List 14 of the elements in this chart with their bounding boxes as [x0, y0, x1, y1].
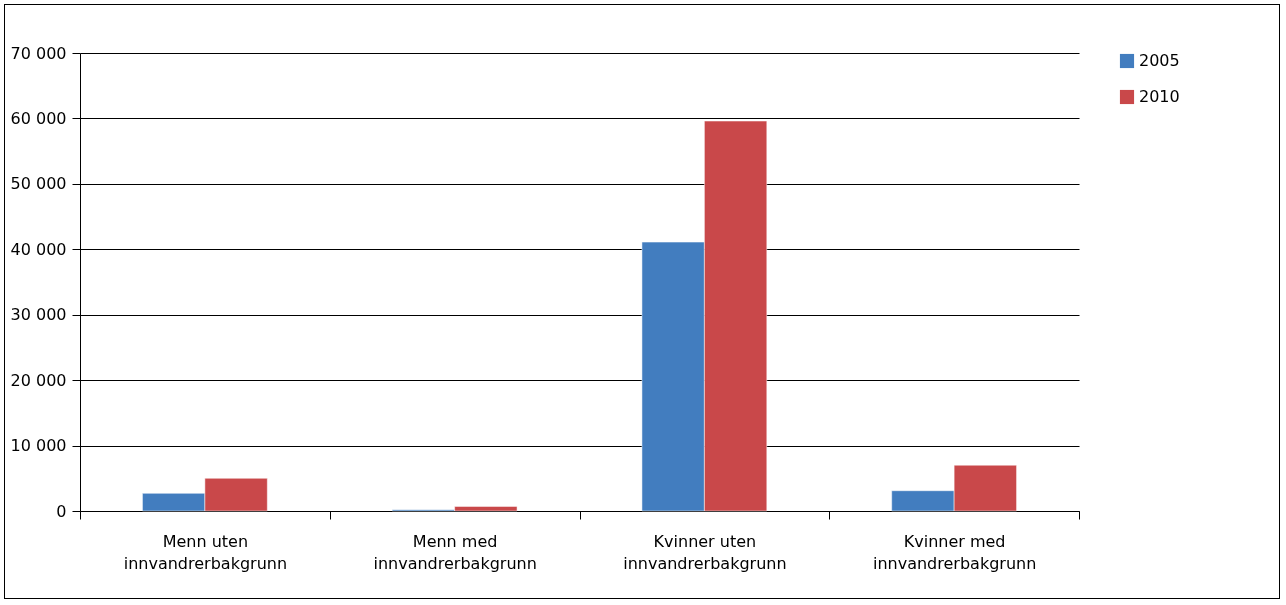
y-tick-label: 40 000: [10, 239, 67, 259]
x-tick-label: Menn uten innvandrerbakgrunn: [123, 531, 288, 573]
y-tick-label: 70 000: [10, 43, 67, 63]
y-tick-label: 30 000: [10, 305, 67, 325]
x-tick-label: Kvinner med innvandrerbakgrunn: [872, 531, 1037, 573]
legend-label: 2005: [1139, 51, 1180, 70]
y-tick-label: 20 000: [10, 370, 67, 390]
x-tick-label: Kvinner uten innvandrerbakgrunn: [623, 531, 787, 573]
y-tick-label: 50 000: [10, 174, 67, 194]
x-tick-label: Menn med innvandrerbakgrunn: [373, 531, 537, 573]
y-tick-label: 60 000: [10, 108, 67, 128]
y-tick-label: 0: [56, 501, 67, 521]
y-tick-label: 10 000: [10, 436, 67, 456]
legend-label: 2010: [1139, 87, 1180, 106]
